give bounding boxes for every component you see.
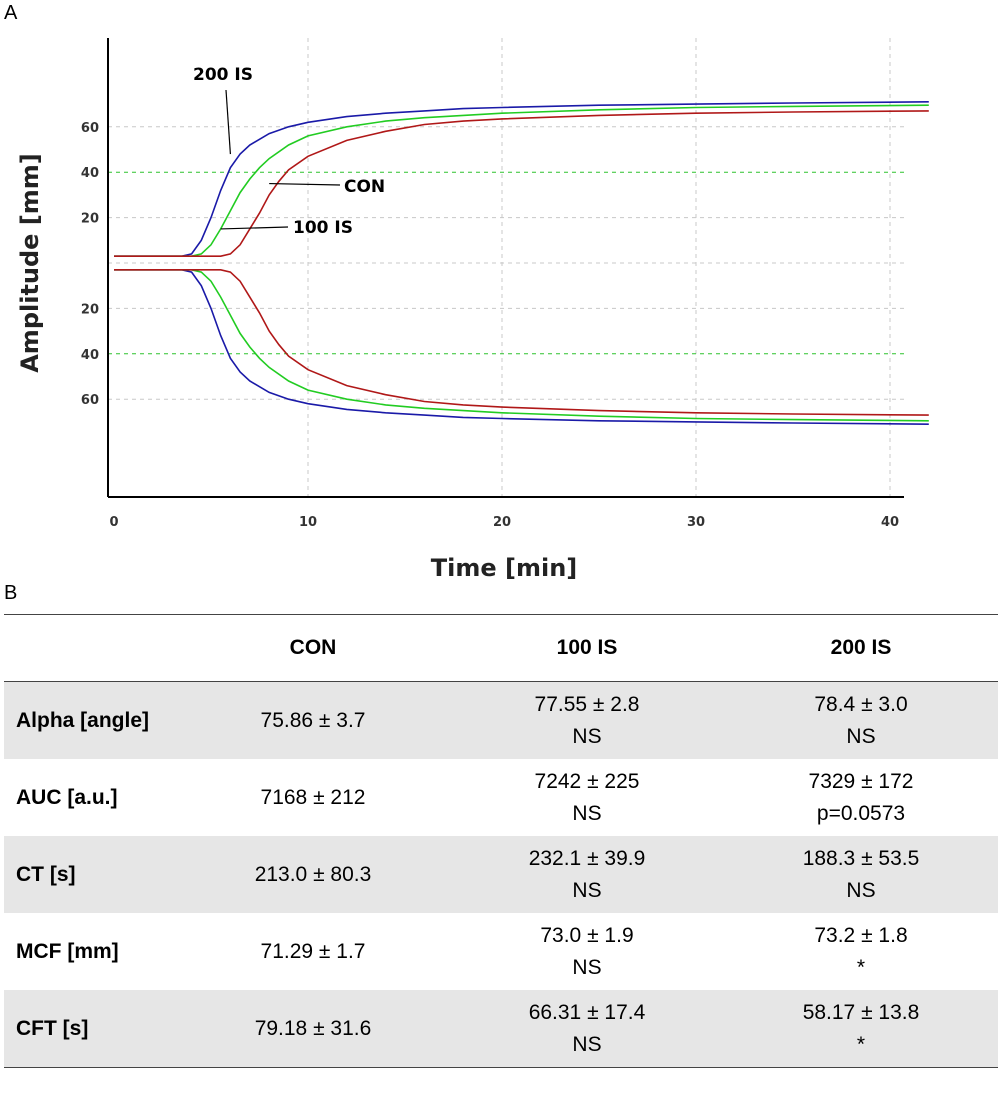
results-table: CON 100 IS 200 IS Alpha [angle] 75.86 ± 3… bbox=[4, 614, 998, 1068]
is100-cell: 73.0 ± 1.9 NS bbox=[450, 913, 724, 990]
con-value: 71.29 ± 1.7 bbox=[260, 939, 366, 963]
y-tick-label-2: 20 bbox=[81, 212, 99, 227]
table-row: Alpha [angle] 75.86 ± 3.7 77.55 ± 2.8 NS 78.… bbox=[4, 681, 998, 760]
is200-cell: 188.3 ± 53.5 NS bbox=[724, 836, 998, 913]
chart-series bbox=[114, 101, 929, 425]
is100-significance: NS bbox=[572, 724, 602, 748]
y-tick-label-1: 40 bbox=[81, 166, 99, 181]
panel-label-a: A bbox=[4, 2, 18, 24]
row-label: CFT [s] bbox=[16, 1016, 89, 1040]
panel-label-b: B bbox=[4, 582, 18, 604]
y-tick-label-4: 20 bbox=[81, 302, 99, 317]
is200-significance: NS bbox=[846, 724, 876, 748]
header-100-is: 100 IS bbox=[556, 636, 618, 659]
is200-significance: NS bbox=[846, 878, 876, 902]
is200-cell: 7329 ± 172 p=0.0573 bbox=[724, 759, 998, 836]
series-con-upper bbox=[114, 110, 929, 258]
is200-value: 188.3 ± 53.5 bbox=[802, 847, 920, 870]
row-label: CT [s] bbox=[16, 862, 76, 886]
is100-significance: NS bbox=[572, 955, 602, 979]
con-value: 7168 ± 212 bbox=[260, 785, 366, 809]
header-con: CON bbox=[289, 636, 337, 659]
is200-significance: * bbox=[856, 955, 866, 979]
y-axis-title: Amplitude [mm] bbox=[16, 153, 44, 373]
x-tick-label-20: 20 bbox=[493, 515, 511, 530]
row-label: Alpha [angle] bbox=[16, 708, 150, 732]
y-tick-label-6: 60 bbox=[81, 393, 99, 408]
chart-ticks: 0 10 20 30 40 60 40 20 20 40 60 bbox=[81, 121, 899, 530]
is100-significance: NS bbox=[572, 878, 602, 902]
annotation-100-is: 100 IS bbox=[293, 218, 353, 238]
table-header-row: CON 100 IS 200 IS bbox=[4, 614, 998, 682]
series-200-is-upper bbox=[114, 101, 929, 258]
amplitude-chart: 0 10 20 30 40 60 40 20 20 40 60 200 IS CON 100 IS Ti… bbox=[16, 38, 929, 582]
y-tick-label-0: 60 bbox=[81, 121, 99, 136]
is200-cell: 78.4 ± 3.0 NS bbox=[724, 682, 998, 760]
header-200-is: 200 IS bbox=[830, 636, 892, 659]
row-label: AUC [a.u.] bbox=[16, 785, 118, 809]
is200-significance: * bbox=[856, 1032, 866, 1056]
series-con-lower bbox=[114, 268, 929, 416]
series-100-is-lower bbox=[114, 268, 929, 422]
table-row: CT [s] 213.0 ± 80.3 232.1 ± 39.9 NS 188.3 ± … bbox=[4, 836, 998, 913]
is200-significance: p=0.0573 bbox=[816, 801, 906, 825]
is100-significance: NS bbox=[572, 1032, 602, 1056]
x-tick-label-10: 10 bbox=[299, 515, 317, 530]
table-row: MCF [mm] 71.29 ± 1.7 73.0 ± 1.9 NS 73.2 ± 1.… bbox=[4, 913, 998, 990]
annotation-con: CON bbox=[344, 177, 385, 197]
is100-cell: 77.55 ± 2.8 NS bbox=[450, 682, 724, 760]
is100-value: 232.1 ± 39.9 bbox=[528, 847, 646, 870]
y-tick-label-5: 40 bbox=[81, 348, 99, 363]
is100-significance: NS bbox=[572, 801, 602, 825]
is100-cell: 7242 ± 225 NS bbox=[450, 759, 724, 836]
is100-value: 66.31 ± 17.4 bbox=[528, 1001, 646, 1024]
header-empty bbox=[4, 615, 176, 682]
is100-value: 73.0 ± 1.9 bbox=[540, 924, 634, 947]
con-value: 75.86 ± 3.7 bbox=[260, 708, 366, 732]
is200-value: 78.4 ± 3.0 bbox=[814, 693, 908, 716]
table-row: AUC [a.u.] 7168 ± 212 7242 ± 225 NS 7329 ± 1… bbox=[4, 759, 998, 836]
series-200-is-lower bbox=[114, 268, 929, 425]
annotation-200-is: 200 IS bbox=[193, 65, 253, 85]
x-tick-label-30: 30 bbox=[687, 515, 705, 530]
x-axis-title: Time [min] bbox=[431, 554, 578, 582]
row-label: MCF [mm] bbox=[16, 939, 119, 963]
is100-value: 7242 ± 225 bbox=[534, 770, 640, 793]
series-100-is-upper bbox=[114, 104, 929, 258]
is200-value: 73.2 ± 1.8 bbox=[814, 924, 908, 947]
con-value: 79.18 ± 31.6 bbox=[254, 1016, 372, 1040]
annotation-leader-100-is bbox=[220, 226, 289, 230]
is200-cell: 73.2 ± 1.8 * bbox=[724, 913, 998, 990]
chart-axes bbox=[107, 38, 904, 498]
con-value: 213.0 ± 80.3 bbox=[254, 862, 372, 886]
annotation-leader-con bbox=[269, 182, 341, 186]
is100-cell: 232.1 ± 39.9 NS bbox=[450, 836, 724, 913]
table-row: CFT [s] 79.18 ± 31.6 66.31 ± 17.4 NS 58.17 ±… bbox=[4, 990, 998, 1068]
x-tick-label-40: 40 bbox=[881, 515, 899, 530]
is100-value: 77.55 ± 2.8 bbox=[534, 693, 640, 716]
x-tick-label-0: 0 bbox=[109, 515, 118, 530]
is200-cell: 58.17 ± 13.8 * bbox=[724, 990, 998, 1068]
is200-value: 7329 ± 172 bbox=[808, 770, 914, 793]
chart-annotations: 200 IS CON 100 IS bbox=[193, 65, 385, 238]
is100-cell: 66.31 ± 17.4 NS bbox=[450, 990, 724, 1068]
annotation-leader-200-is bbox=[225, 89, 231, 155]
is200-value: 58.17 ± 13.8 bbox=[802, 1001, 920, 1024]
